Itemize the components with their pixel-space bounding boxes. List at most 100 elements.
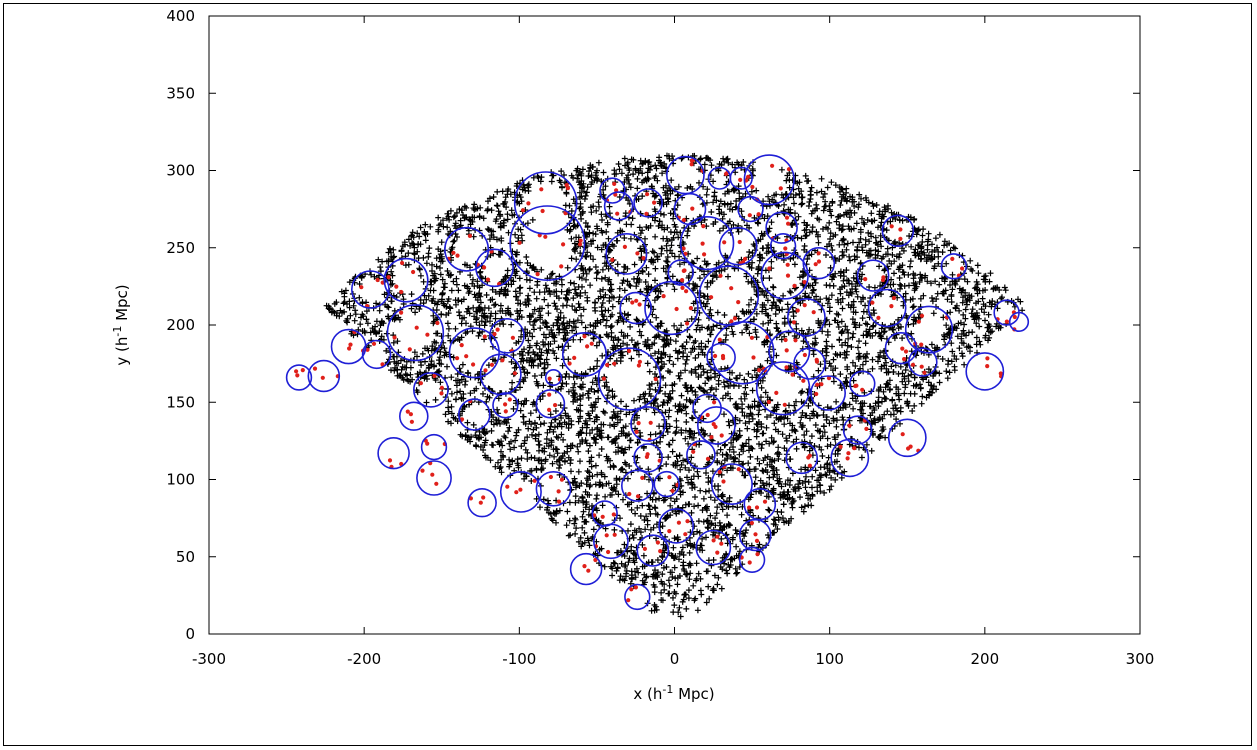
void-galaxy-point bbox=[386, 275, 391, 280]
void-circle bbox=[513, 171, 578, 235]
void-galaxy-point bbox=[559, 264, 564, 269]
void-galaxy-point bbox=[814, 359, 820, 364]
void-circle bbox=[692, 393, 722, 424]
void-circle bbox=[842, 415, 873, 445]
void-galaxy-point bbox=[612, 181, 617, 186]
void-galaxy-point bbox=[863, 277, 868, 282]
void-galaxy-point bbox=[347, 346, 352, 351]
void-galaxy-point bbox=[510, 335, 515, 340]
void-galaxy-point bbox=[801, 378, 806, 383]
void-galaxy-point bbox=[455, 253, 460, 258]
void-galaxy-point bbox=[749, 520, 755, 526]
void-circle bbox=[535, 389, 566, 419]
void-galaxy-point bbox=[722, 240, 727, 245]
void-galaxy-point bbox=[526, 201, 531, 206]
void-galaxy-point bbox=[807, 463, 813, 468]
void-galaxy-point bbox=[736, 467, 741, 472]
void-circle bbox=[386, 304, 445, 362]
void-circle bbox=[743, 154, 795, 206]
void-circle bbox=[488, 317, 525, 354]
void-galaxy-point bbox=[418, 381, 423, 386]
void-circle bbox=[633, 443, 663, 473]
void-galaxy-point bbox=[749, 335, 755, 340]
void-galaxy-point bbox=[641, 256, 646, 261]
void-circle bbox=[383, 257, 429, 303]
void-circle bbox=[630, 406, 667, 442]
void-galaxy-point bbox=[634, 429, 639, 434]
void-galaxy-point bbox=[757, 368, 762, 373]
void-circle bbox=[350, 270, 390, 309]
void-circle bbox=[787, 297, 826, 337]
void-galaxy-point bbox=[684, 289, 689, 294]
void-galaxy-point bbox=[717, 469, 722, 475]
void-galaxy-point bbox=[503, 402, 508, 407]
void-circle bbox=[755, 361, 811, 416]
void-galaxy-point bbox=[644, 211, 649, 216]
void-galaxy-point bbox=[700, 241, 705, 246]
void-galaxy-point bbox=[802, 352, 808, 358]
void-circle bbox=[416, 460, 452, 496]
void-circle bbox=[492, 392, 519, 419]
void-galaxy-point bbox=[610, 257, 615, 262]
void-galaxy-point bbox=[919, 364, 924, 369]
void-galaxy-point bbox=[813, 262, 818, 267]
void-galaxy-point bbox=[845, 456, 850, 461]
void-galaxy-point bbox=[482, 265, 487, 270]
void-circle bbox=[830, 438, 870, 478]
void-galaxy-point bbox=[577, 242, 583, 247]
void-galaxy-point bbox=[906, 446, 911, 451]
void-galaxy-point bbox=[900, 346, 905, 351]
void-galaxy-point bbox=[715, 534, 720, 539]
y-tick-label: 100 bbox=[166, 471, 195, 489]
void-galaxy-point bbox=[903, 349, 909, 354]
void-galaxy-point bbox=[815, 382, 820, 387]
void-galaxy-point bbox=[520, 208, 526, 213]
void-circle bbox=[307, 359, 341, 393]
void-circle bbox=[760, 251, 809, 300]
void-circle bbox=[686, 440, 716, 470]
x-axis-label: x (h-1 Mpc) bbox=[633, 683, 714, 703]
void-galaxy-point bbox=[295, 373, 300, 378]
void-galaxy-point bbox=[691, 449, 696, 454]
void-galaxy-point bbox=[701, 224, 706, 229]
void-galaxy-point bbox=[680, 278, 685, 283]
void-circle bbox=[457, 398, 491, 431]
void-galaxy-point bbox=[399, 289, 404, 295]
void-galaxy-point bbox=[854, 383, 859, 388]
x-axis-ticks: -300 -200 -100 0 100 200 300 bbox=[192, 16, 1154, 668]
void-galaxy-point bbox=[589, 341, 594, 346]
void-galaxy-point bbox=[786, 167, 792, 172]
void-galaxy-point bbox=[637, 359, 643, 364]
void-circle bbox=[1008, 311, 1030, 333]
void-galaxy-point bbox=[688, 306, 694, 311]
void-galaxy-point bbox=[553, 403, 558, 408]
void-galaxy-point bbox=[802, 303, 807, 308]
galaxy-markers bbox=[323, 152, 1026, 620]
void-circle bbox=[448, 327, 500, 379]
void-galaxy-point bbox=[572, 355, 577, 360]
void-galaxy-point bbox=[814, 391, 819, 397]
void-circle bbox=[398, 401, 429, 431]
void-circle bbox=[599, 177, 626, 204]
void-galaxy-point bbox=[900, 432, 905, 437]
void-galaxy-point bbox=[294, 369, 299, 374]
void-galaxy-point bbox=[543, 234, 548, 239]
void-galaxy-point bbox=[753, 532, 758, 537]
void-galaxy-point bbox=[680, 285, 685, 290]
figure-frame bbox=[3, 3, 1252, 746]
void-galaxy-point bbox=[455, 356, 460, 361]
void-galaxy-point bbox=[702, 252, 707, 257]
void-circle bbox=[881, 214, 915, 248]
void-galaxy-point bbox=[420, 468, 425, 473]
void-galaxy-point bbox=[348, 342, 353, 347]
void-galaxy-point bbox=[635, 251, 640, 256]
void-circle bbox=[603, 191, 634, 221]
void-galaxy-point bbox=[807, 453, 812, 458]
void-galaxy-point bbox=[539, 187, 544, 192]
void-circle bbox=[856, 259, 890, 292]
void-galaxy-point bbox=[503, 409, 508, 414]
void-galaxy-point bbox=[561, 242, 566, 247]
void-galaxy-point bbox=[492, 332, 497, 337]
void-galaxy-point bbox=[495, 327, 500, 332]
void-galaxy-point bbox=[512, 371, 518, 376]
